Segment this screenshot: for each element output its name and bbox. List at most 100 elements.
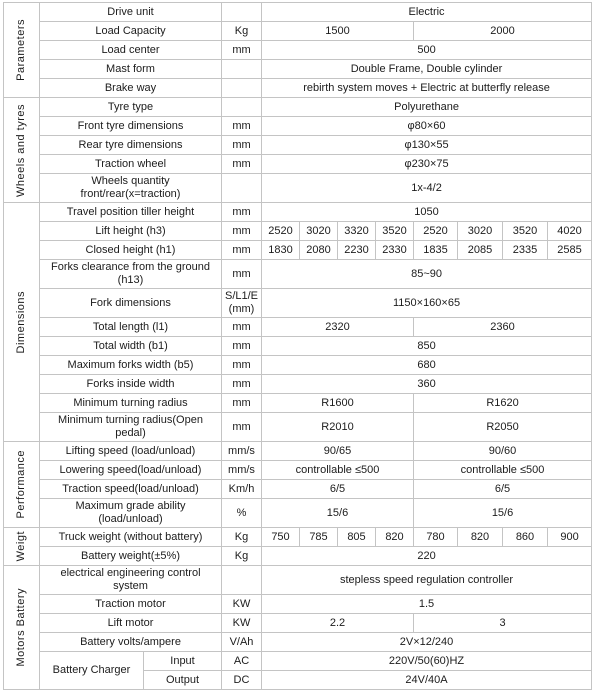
spec-value: 6/5 bbox=[412, 479, 593, 499]
spec-unit bbox=[221, 173, 262, 203]
spec-unit: mm/s bbox=[221, 441, 262, 461]
spec-value: 2080 bbox=[299, 240, 338, 260]
spec-value: R1600 bbox=[261, 393, 414, 413]
spec-table-body: Parameters Drive unit Electric Load Capacit… bbox=[3, 2, 593, 690]
spec-value: 3020 bbox=[299, 221, 338, 241]
spec-unit: mm bbox=[221, 202, 262, 222]
spec-unit bbox=[221, 97, 262, 117]
section-label: Dimensions bbox=[3, 202, 40, 442]
section-label-text: Dimensions bbox=[15, 290, 27, 354]
spec-value: R2050 bbox=[412, 412, 593, 442]
spec-value: 1500 bbox=[261, 21, 414, 41]
spec-unit: mm bbox=[221, 412, 262, 442]
spec-name: Battery weight(±5%) bbox=[39, 546, 222, 566]
spec-value: 2.2 bbox=[261, 613, 414, 633]
spec-name: Truck weight (without battery) bbox=[39, 527, 222, 547]
spec-value: 6/5 bbox=[261, 479, 414, 499]
spec-value: 2000 bbox=[412, 21, 593, 41]
spec-value: R2010 bbox=[261, 412, 414, 442]
spec-unit: Kg bbox=[221, 546, 262, 566]
spec-value: 850 bbox=[260, 336, 593, 356]
spec-value: 2585 bbox=[546, 240, 593, 260]
spec-value: 220V/50(60)HZ bbox=[260, 651, 593, 671]
spec-value: 860 bbox=[502, 527, 548, 547]
spec-value: 2230 bbox=[337, 240, 376, 260]
spec-table: Parameters Drive unit Electric Load Capacit… bbox=[3, 2, 593, 690]
spec-value: Polyurethane bbox=[260, 97, 593, 117]
spec-unit: mm bbox=[221, 240, 262, 260]
spec-name: Maximum grade ability (load/unload) bbox=[39, 498, 222, 528]
spec-unit: mm/s bbox=[221, 460, 262, 480]
spec-unit bbox=[221, 565, 262, 595]
spec-value: 3520 bbox=[502, 221, 548, 241]
spec-value: 90/60 bbox=[412, 441, 593, 461]
spec-unit: mm bbox=[221, 336, 262, 356]
spec-name: Lift motor bbox=[39, 613, 222, 633]
spec-value: 2520 bbox=[261, 221, 300, 241]
spec-unit: Km/h bbox=[221, 479, 262, 499]
spec-name: Tyre type bbox=[39, 97, 222, 117]
spec-value: 750 bbox=[261, 527, 300, 547]
spec-value: 820 bbox=[457, 527, 503, 547]
spec-unit: % bbox=[221, 498, 262, 528]
section-label-text: Performance bbox=[15, 450, 27, 519]
spec-value: 15/6 bbox=[412, 498, 593, 528]
section-label: Weigt bbox=[3, 527, 40, 566]
spec-unit: mm bbox=[221, 221, 262, 241]
spec-value: φ130×55 bbox=[260, 135, 593, 155]
spec-value: 15/6 bbox=[261, 498, 414, 528]
spec-name: Minimum turning radius(Open pedal) bbox=[39, 412, 222, 442]
spec-value: 2085 bbox=[457, 240, 503, 260]
spec-unit: mm bbox=[221, 317, 262, 337]
spec-value: rebirth system moves + Electric at butte… bbox=[260, 78, 593, 98]
spec-value: Double Frame, Double cylinder bbox=[260, 59, 593, 79]
spec-value: 820 bbox=[375, 527, 414, 547]
spec-value: 3020 bbox=[457, 221, 503, 241]
spec-name: Mast form bbox=[39, 59, 222, 79]
spec-name: Maximum forks width (b5) bbox=[39, 355, 222, 375]
spec-name: Total length (l1) bbox=[39, 317, 222, 337]
spec-unit: DC bbox=[221, 670, 262, 690]
spec-value: 220 bbox=[260, 546, 593, 566]
spec-name: Drive unit bbox=[39, 2, 222, 22]
spec-value: 2330 bbox=[375, 240, 414, 260]
spec-name: Forks clearance from the ground (h13) bbox=[39, 259, 222, 289]
spec-name: electrical engineering control system bbox=[39, 565, 222, 595]
spec-value: 2335 bbox=[502, 240, 548, 260]
spec-name: Load Capacity bbox=[39, 21, 222, 41]
spec-value: 1830 bbox=[261, 240, 300, 260]
section-label-text: Weigt bbox=[15, 531, 27, 562]
section-label-text: Parameters bbox=[15, 19, 27, 81]
section-label: Motors Battery bbox=[3, 565, 40, 690]
spec-unit: mm bbox=[221, 393, 262, 413]
spec-value: 90/65 bbox=[261, 441, 414, 461]
spec-name: Closed height (h1) bbox=[39, 240, 222, 260]
spec-unit bbox=[221, 78, 262, 98]
spec-value: 805 bbox=[337, 527, 376, 547]
spec-name: Forks inside width bbox=[39, 374, 222, 394]
spec-value: controllable ≤500 bbox=[412, 460, 593, 480]
spec-unit: mm bbox=[221, 259, 262, 289]
spec-value: 1835 bbox=[413, 240, 458, 260]
spec-value: 1150×160×65 bbox=[260, 288, 593, 318]
spec-name: Total width (b1) bbox=[39, 336, 222, 356]
section-label: Performance bbox=[3, 441, 40, 528]
spec-name: Traction wheel bbox=[39, 154, 222, 174]
spec-value: stepless speed regulation controller bbox=[260, 565, 593, 595]
spec-name: Traction speed(load/unload) bbox=[39, 479, 222, 499]
spec-value: 1x-4/2 bbox=[260, 173, 593, 203]
section-label: Parameters bbox=[3, 2, 40, 98]
spec-value: 780 bbox=[413, 527, 458, 547]
spec-value: controllable ≤500 bbox=[261, 460, 414, 480]
spec-name: Fork dimensions bbox=[39, 288, 222, 318]
spec-unit: KW bbox=[221, 594, 262, 614]
spec-unit: mm bbox=[221, 355, 262, 375]
spec-unit: S/L1/E (mm) bbox=[221, 288, 262, 318]
spec-value: φ80×60 bbox=[260, 116, 593, 136]
spec-unit: mm bbox=[221, 374, 262, 394]
spec-unit: V/Ah bbox=[221, 632, 262, 652]
spec-value: 2320 bbox=[261, 317, 414, 337]
spec-group-name: Battery Charger bbox=[39, 651, 144, 690]
spec-unit: mm bbox=[221, 154, 262, 174]
